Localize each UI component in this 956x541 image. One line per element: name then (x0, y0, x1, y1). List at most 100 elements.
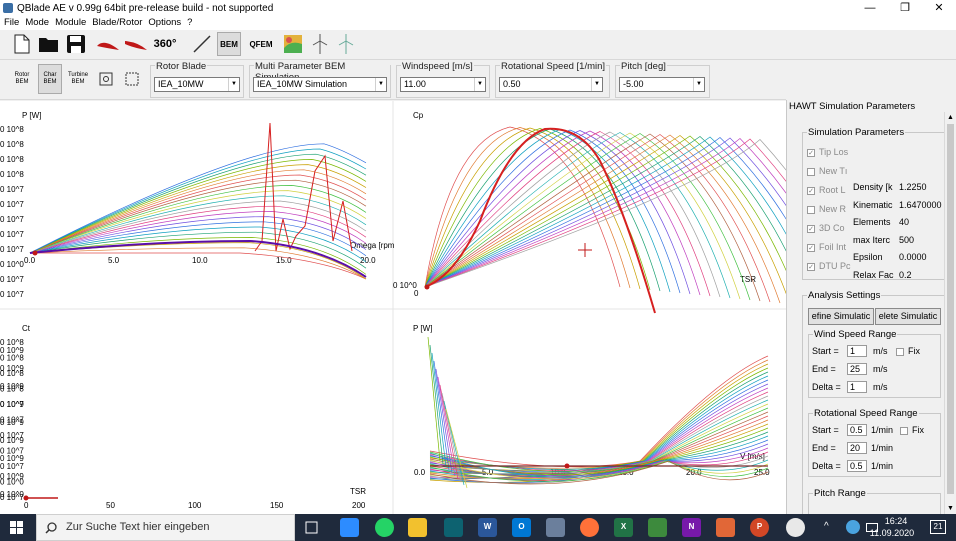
task-view-icon[interactable] (302, 518, 321, 537)
sim-option-checkbox[interactable]: ✓ Tip Los (807, 147, 848, 157)
close-button[interactable]: ✕ (934, 2, 944, 14)
p-omega-series (29, 216, 367, 254)
p-v-ytick: 0 10^8 (0, 354, 24, 363)
menu-file[interactable]: File (4, 17, 20, 28)
powerpoint-icon[interactable]: P (750, 518, 769, 537)
rotor-blade-select[interactable]: IEA_10MW ▼ (154, 77, 240, 92)
delete-simulation-button[interactable]: elete Simulatic (875, 308, 941, 325)
p-omega-ytick: 0 10^7 (0, 185, 24, 194)
menu-options[interactable]: Options (148, 17, 182, 28)
sim-option-checkbox[interactable]: ✓ Foil Int (807, 242, 846, 252)
scroll-up-icon[interactable]: ▲ (947, 114, 954, 121)
char-bem-button[interactable]: Char BEM (38, 64, 62, 94)
wind-fix-label: Fix (908, 346, 920, 356)
line-icon[interactable] (190, 32, 214, 56)
network-icon[interactable] (866, 523, 878, 532)
matlab-icon[interactable] (716, 518, 735, 537)
sim-option-checkbox[interactable]: ✓ DTU Pc (807, 261, 851, 271)
menu-help[interactable]: ? (187, 17, 193, 28)
turbine-icon[interactable] (308, 32, 332, 56)
rot-end-input[interactable]: 20 (847, 442, 867, 454)
panel-scrollbar[interactable]: ▲ ▼ (944, 112, 956, 514)
restore-button[interactable]: ❐ (900, 2, 910, 14)
wind-end-input[interactable]: 25 (847, 363, 867, 375)
sim-option-checkbox[interactable]: ✓ Root L (807, 185, 846, 195)
excel-icon[interactable]: X (614, 518, 633, 537)
chevron-up-icon[interactable]: ^ (824, 521, 829, 532)
scroll-down-icon[interactable]: ▼ (947, 505, 954, 512)
wind-start-input[interactable]: 1 (847, 345, 867, 357)
sim-option-checkbox[interactable]: ✓ 3D Co (807, 223, 845, 233)
rot-fix-checkbox[interactable]: Fix (900, 425, 924, 435)
simulation-select[interactable]: IEA_10MW Simulation ▼ (253, 77, 387, 92)
whatsapp-icon[interactable] (375, 518, 394, 537)
open-folder-icon[interactable] (37, 32, 61, 56)
title-bar: QBlade AE v 0.99g 64bit pre-release buil… (0, 0, 956, 17)
rotor-blade-value: IEA_10MW (158, 79, 204, 89)
fit-view-icon[interactable] (94, 64, 118, 94)
sim-param-value[interactable]: 0.0000 (899, 252, 927, 262)
ct-tsr-ytick: 0 10^9 (0, 382, 24, 391)
p-omega-ytick: 0 10^8 (0, 140, 24, 149)
outlook-icon[interactable]: O (512, 518, 531, 537)
define-simulation-button[interactable]: efine Simulatic (808, 308, 874, 325)
checkbox-icon: ✓ (807, 243, 815, 252)
menu-module[interactable]: Module (55, 17, 87, 28)
pitch-select[interactable]: -5.00 ▼ (619, 77, 705, 92)
word-icon[interactable]: W (478, 518, 497, 537)
onenote-icon[interactable]: N (682, 518, 701, 537)
bem-icon[interactable]: BEM (217, 32, 241, 56)
p-v-series (429, 460, 769, 485)
sim-param-value[interactable]: 500 (899, 234, 915, 245)
select-area-icon[interactable] (120, 64, 144, 94)
new-file-icon[interactable] (10, 32, 34, 56)
sim-param-value[interactable]: 0.2 (899, 269, 912, 280)
turbine2-icon[interactable] (334, 32, 358, 56)
app-window-icon[interactable] (444, 518, 463, 537)
windspeed-select[interactable]: 11.00 ▼ (400, 77, 486, 92)
p-v-series (427, 336, 441, 462)
rotor-bem-button[interactable]: Rotor BEM (14, 72, 30, 85)
rot-delta-input[interactable]: 0.5 (847, 460, 867, 472)
rot-start-input[interactable]: 0.5 (847, 424, 867, 436)
sim-param-value[interactable]: 40 (899, 217, 910, 227)
turbine-bem-button[interactable]: Turbine BEM (67, 72, 89, 85)
view-360-icon[interactable]: 360° (153, 38, 177, 50)
p-omega-series (29, 252, 367, 280)
scroll-thumb[interactable] (947, 124, 954, 494)
clock-date[interactable]: 11.09.2020 (869, 528, 915, 538)
clock-time[interactable]: 16:24 (884, 516, 908, 526)
sim-option-checkbox[interactable]: New R (807, 204, 846, 214)
rotspeed-select[interactable]: 0.50 ▼ (499, 77, 603, 92)
notification-icon[interactable]: 21 (930, 520, 946, 534)
p-omega-series (29, 247, 367, 280)
file-explorer-icon[interactable] (408, 518, 427, 537)
cloud-icon[interactable] (846, 520, 860, 534)
sim-option-checkbox[interactable]: New Tı (807, 166, 847, 176)
wind-delta-input[interactable]: 1 (847, 381, 867, 393)
app-green-icon[interactable] (648, 518, 667, 537)
save-icon[interactable] (64, 32, 88, 56)
search-box[interactable]: Zur Suche Text hier eingeben (36, 514, 295, 541)
ct-tsr-xlabel: TSR (350, 487, 366, 496)
sim-option-label: Foil Int (819, 242, 847, 252)
zoom-icon[interactable] (340, 518, 359, 537)
p-v-series (429, 452, 769, 478)
sim-param-value[interactable]: 1.6470000 (899, 199, 942, 210)
minimize-button[interactable]: — (864, 2, 876, 14)
sim-param-label: Kinematic (853, 199, 893, 210)
wind-start-unit: m/s (873, 346, 888, 356)
qblade-taskbar-icon[interactable] (786, 518, 805, 537)
wind-fix-checkbox[interactable]: Fix (896, 346, 920, 356)
snipping-icon[interactable] (546, 518, 565, 537)
menu-blade-rotor[interactable]: Blade/Rotor (92, 17, 143, 28)
map-icon[interactable] (281, 32, 305, 56)
plots-svg[interactable]: P [W] 0 10^80 10^80 10^80 10^80 10^70 10… (0, 101, 871, 514)
firefox-icon[interactable] (580, 518, 599, 537)
blade-icon[interactable] (124, 32, 148, 56)
sim-param-value[interactable]: 1.2250 (899, 182, 927, 192)
menu-mode[interactable]: Mode (25, 17, 50, 28)
qfem-icon[interactable]: QFEM (249, 39, 273, 49)
windows-start-icon[interactable] (10, 521, 24, 537)
airfoil-icon[interactable] (96, 32, 120, 56)
